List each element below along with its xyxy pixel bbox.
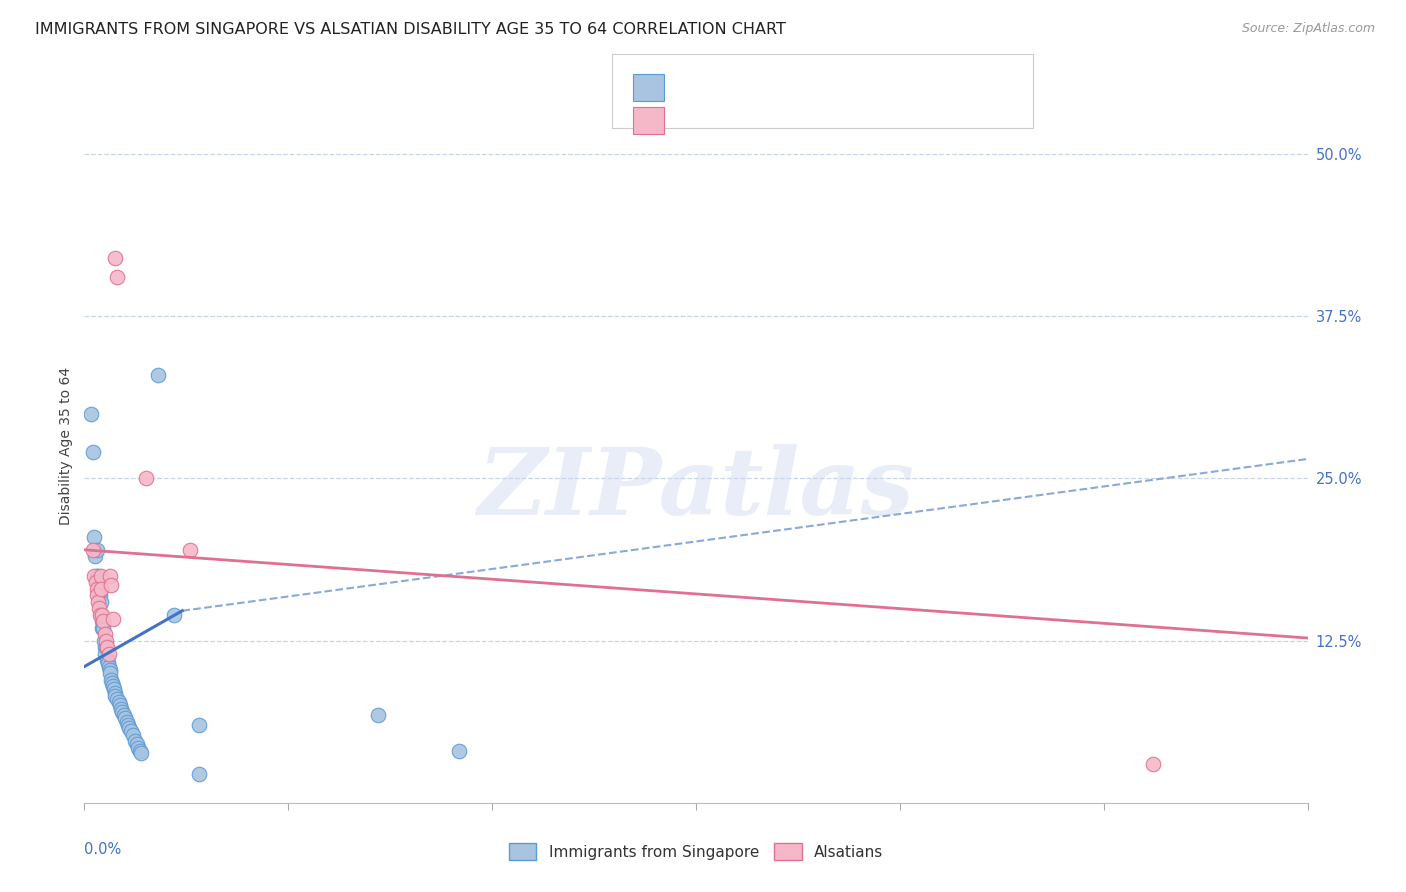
Point: [124, 733, 146, 747]
Text: 0.150: 0.150: [717, 80, 770, 95]
Point: [98, 664, 121, 678]
Point: [187, 718, 209, 732]
Point: [84, 549, 107, 564]
Point: [103, 681, 125, 696]
Point: [93, 633, 115, 648]
Point: [93, 640, 115, 654]
Point: [367, 707, 389, 722]
Point: [125, 738, 148, 752]
Point: [100, 673, 122, 687]
Point: [86, 582, 108, 596]
Point: [90, 568, 112, 582]
Text: Source: ZipAtlas.com: Source: ZipAtlas.com: [1241, 22, 1375, 36]
Point: [101, 611, 124, 625]
Point: [82, 445, 104, 459]
Point: [131, 747, 153, 761]
Point: [90, 607, 112, 622]
Point: [110, 702, 132, 716]
Point: [101, 679, 124, 693]
Point: [96, 640, 118, 654]
Point: [114, 711, 136, 725]
Point: [101, 676, 124, 690]
Point: [115, 715, 138, 730]
Point: [97, 659, 120, 673]
Point: [91, 614, 114, 628]
Point: [86, 568, 108, 582]
Text: R =: R =: [675, 113, 709, 128]
Point: [117, 718, 139, 732]
Point: [89, 588, 111, 602]
Point: [91, 621, 114, 635]
Point: [105, 270, 128, 285]
Point: [105, 692, 128, 706]
Point: [91, 614, 114, 628]
Point: [103, 685, 125, 699]
Point: [112, 707, 135, 722]
Point: [104, 251, 127, 265]
Text: 23: 23: [839, 113, 860, 128]
Text: R =: R =: [675, 80, 709, 95]
Text: 53: 53: [839, 80, 860, 95]
Point: [146, 368, 169, 382]
Point: [94, 633, 117, 648]
Point: [100, 666, 122, 681]
Text: N =: N =: [785, 113, 828, 128]
Point: [104, 690, 127, 704]
Point: [89, 607, 111, 622]
Point: [80, 407, 103, 421]
Point: [84, 575, 107, 590]
Point: [90, 582, 112, 596]
Point: [449, 744, 471, 758]
Point: [97, 647, 120, 661]
Point: [86, 588, 108, 602]
Point: [87, 568, 110, 582]
Point: [87, 582, 110, 596]
Point: [118, 721, 141, 735]
Point: [110, 698, 132, 713]
Point: [93, 647, 115, 661]
Text: N =: N =: [785, 80, 828, 95]
Point: [86, 542, 108, 557]
Point: [91, 607, 114, 622]
Point: [83, 530, 105, 544]
Point: [93, 627, 115, 641]
Point: [1142, 756, 1164, 771]
Y-axis label: Disability Age 35 to 64: Disability Age 35 to 64: [59, 367, 73, 525]
Point: [97, 656, 120, 670]
Point: [107, 695, 129, 709]
Text: 0.0%: 0.0%: [84, 842, 121, 857]
Point: [127, 741, 149, 756]
Point: [90, 595, 112, 609]
Point: [96, 640, 118, 654]
Point: [122, 728, 145, 742]
Legend: Immigrants from Singapore, Alsatians: Immigrants from Singapore, Alsatians: [503, 837, 889, 866]
Point: [100, 578, 122, 592]
Point: [100, 568, 122, 582]
Point: [135, 471, 157, 485]
Point: [87, 575, 110, 590]
Point: [179, 542, 201, 557]
Text: ZIPatlas: ZIPatlas: [478, 444, 914, 533]
Point: [83, 568, 105, 582]
Point: [128, 744, 150, 758]
Point: [87, 595, 110, 609]
Text: IMMIGRANTS FROM SINGAPORE VS ALSATIAN DISABILITY AGE 35 TO 64 CORRELATION CHART: IMMIGRANTS FROM SINGAPORE VS ALSATIAN DI…: [35, 22, 786, 37]
Text: -0.109: -0.109: [717, 113, 772, 128]
Point: [120, 724, 142, 739]
Point: [163, 607, 186, 622]
Point: [90, 582, 112, 596]
Point: [96, 653, 118, 667]
Point: [82, 542, 104, 557]
Point: [87, 601, 110, 615]
Point: [91, 621, 114, 635]
Point: [111, 705, 134, 719]
Point: [187, 767, 209, 781]
